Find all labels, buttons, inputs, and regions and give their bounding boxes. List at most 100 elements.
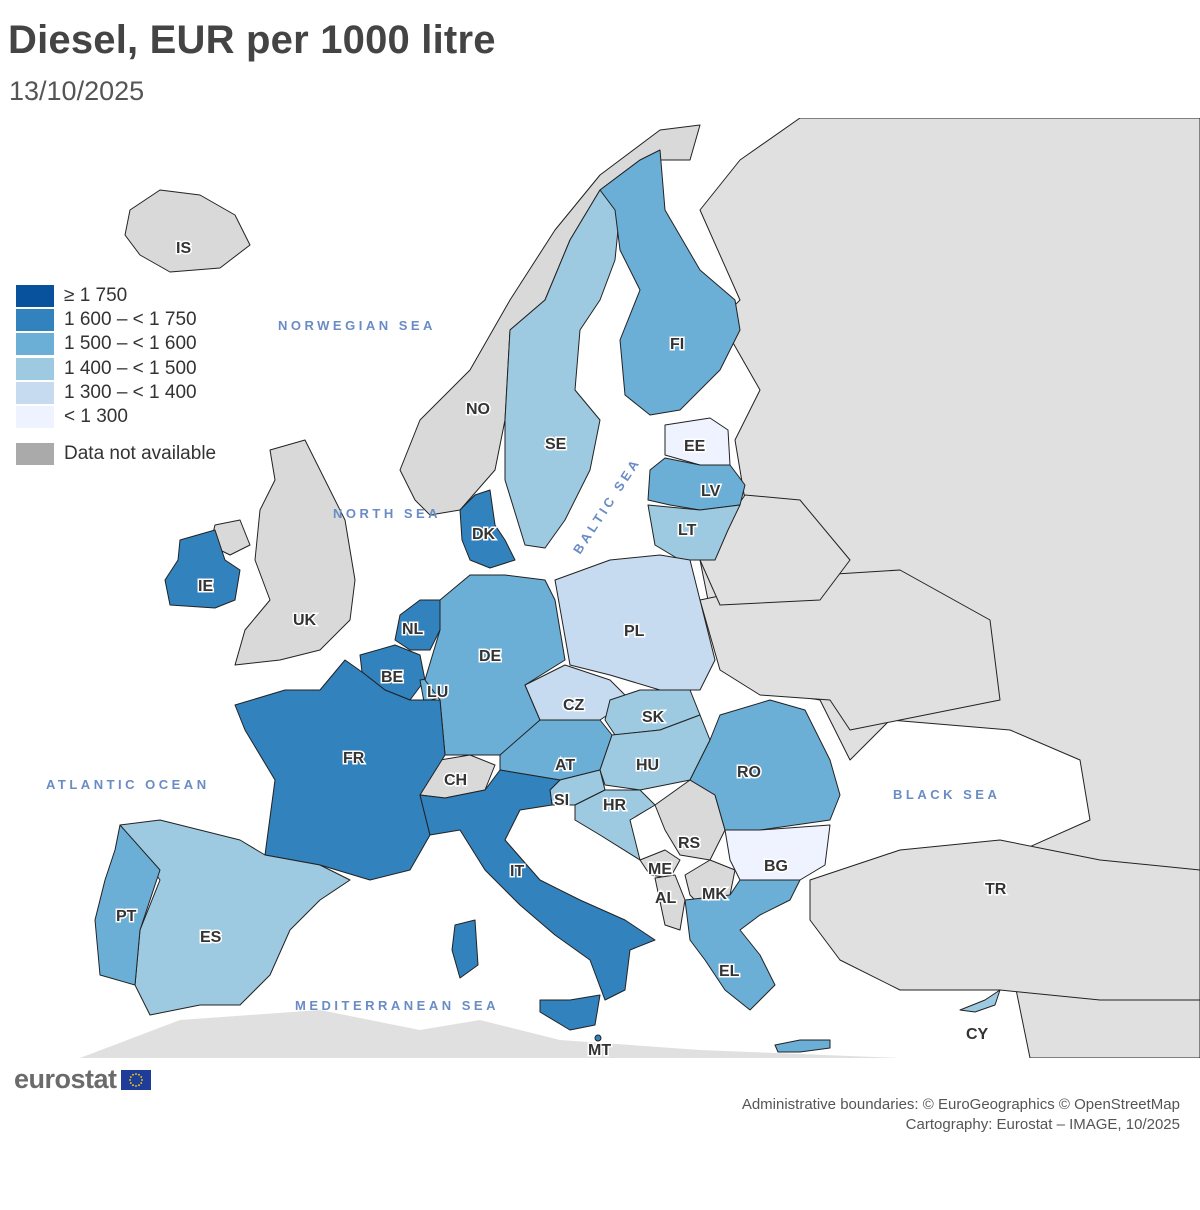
country-NO	[399, 124, 701, 516]
country-label-DK: DK	[472, 526, 496, 543]
country-IT	[419, 769, 656, 1001]
country-MT	[594, 1034, 602, 1042]
map-title: Diesel, EUR per 1000 litre	[8, 18, 496, 62]
country-PT	[94, 824, 161, 986]
flag-star	[137, 1073, 140, 1076]
land-africa	[80, 1010, 900, 1058]
country-label-DE: DE	[479, 648, 502, 665]
country-IE	[164, 529, 241, 609]
country-label-ES: ES	[200, 929, 222, 946]
country-HR	[574, 789, 656, 861]
legend-swatch-na	[16, 443, 54, 466]
legend-item: 1 300 – < 1 400	[16, 381, 216, 405]
legend-label: 1 300 – < 1 400	[64, 381, 197, 403]
flag-star	[129, 1075, 132, 1078]
country-FI	[599, 149, 741, 416]
credits-boundaries: Administrative boundaries: © EuroGeograp…	[741, 1096, 1180, 1113]
country-AL	[654, 874, 686, 931]
country-label-IE: IE	[198, 578, 213, 595]
country-label-RS: RS	[678, 835, 701, 852]
credits: Administrative boundaries: © EuroGeograp…	[742, 1095, 1180, 1135]
map-date: 13/10/2025	[9, 76, 145, 106]
country-EL	[684, 879, 801, 1011]
country-label-SE: SE	[545, 436, 567, 453]
eu-flag-icon	[120, 1069, 151, 1090]
country-label-SK: SK	[642, 709, 665, 726]
legend: ≥ 1 750 1 600 – < 1 750 1 500 – < 1 600 1 4…	[16, 284, 216, 466]
country-label-LU: LU	[427, 684, 448, 701]
country-label-CZ: CZ	[563, 697, 585, 714]
legend-swatch	[16, 333, 54, 356]
flag-star	[131, 1083, 134, 1086]
country-EL-crete	[774, 1039, 831, 1053]
country-RO	[689, 699, 841, 831]
country-SE	[504, 189, 621, 549]
country-label-EE: EE	[684, 438, 706, 455]
legend-label-na: Data not available	[64, 443, 217, 465]
country-CY	[959, 989, 1001, 1013]
country-label-NO: NO	[466, 401, 490, 418]
country-IT-sardinia	[451, 919, 479, 979]
legend-item: 1 600 – < 1 750	[16, 308, 216, 332]
legend-swatch	[16, 381, 54, 404]
country-IT-sicily	[539, 994, 601, 1031]
country-ME	[639, 849, 681, 879]
country-UK	[234, 439, 356, 666]
country-label-FI: FI	[670, 336, 684, 353]
flag-star	[129, 1081, 132, 1084]
legend-item: < 1 300	[16, 405, 216, 429]
flag-star	[131, 1073, 134, 1076]
flag-star	[139, 1075, 142, 1078]
legend-label: < 1 300	[64, 406, 128, 428]
legend-item-na: Data not available	[16, 442, 216, 466]
sea-label-black: BLACK SEA	[893, 787, 1000, 802]
country-label-BE: BE	[381, 669, 404, 686]
country-label-UK: UK	[293, 612, 317, 629]
flag-star	[128, 1078, 131, 1081]
eurostat-logo-text: eurostat	[14, 1064, 117, 1094]
country-label-NL: NL	[402, 621, 424, 638]
legend-item: 1 500 – < 1 600	[16, 332, 216, 356]
flag-star	[134, 1072, 137, 1075]
legend-item: 1 400 – < 1 500	[16, 357, 216, 381]
country-label-AT: AT	[555, 757, 575, 774]
country-IS	[124, 189, 251, 273]
country-label-BG: BG	[764, 858, 788, 875]
sea-label-atlantic: ATLANTIC OCEAN	[46, 777, 210, 792]
country-label-AL: AL	[655, 890, 677, 907]
country-PL	[554, 554, 716, 691]
country-label-PT: PT	[116, 908, 137, 925]
legend-swatch	[16, 285, 54, 308]
country-label-IS: IS	[176, 240, 191, 257]
country-label-ME: ME	[648, 861, 672, 878]
country-label-MT: MT	[588, 1042, 611, 1058]
country-label-HU: HU	[636, 757, 659, 774]
country-label-LV: LV	[701, 483, 721, 500]
sea-label-north: NORTH SEA	[333, 506, 441, 521]
country-FR	[234, 659, 446, 881]
legend-item: ≥ 1 750	[16, 284, 216, 308]
land-ukraine	[699, 569, 1001, 731]
legend-label: 1 400 – < 1 500	[64, 357, 197, 379]
sea-label-mediterranean: MEDITERRANEAN SEA	[295, 998, 499, 1013]
legend-classes: ≥ 1 750 1 600 – < 1 750 1 500 – < 1 600 1 4…	[16, 284, 216, 429]
land-turkey	[809, 839, 1200, 1001]
country-label-TR: TR	[985, 881, 1007, 898]
country-label-CY: CY	[966, 1026, 989, 1043]
country-label-LT: LT	[678, 522, 697, 539]
country-label-EL: EL	[719, 963, 740, 980]
legend-label: 1 600 – < 1 750	[64, 309, 197, 331]
flag-star	[137, 1083, 140, 1086]
legend-swatch	[16, 357, 54, 380]
country-label-CH: CH	[444, 772, 467, 789]
country-LT	[647, 504, 741, 561]
country-label-IT: IT	[510, 863, 524, 880]
country-DK	[459, 489, 516, 569]
land-belarus	[699, 494, 851, 606]
country-label-RO: RO	[737, 764, 761, 781]
legend-swatch	[16, 406, 54, 429]
country-label-PL: PL	[624, 623, 645, 640]
credits-cartography: Cartography: Eurostat – IMAGE, 10/2025	[905, 1116, 1180, 1133]
flag-star	[134, 1084, 137, 1087]
legend-swatch	[16, 309, 54, 332]
